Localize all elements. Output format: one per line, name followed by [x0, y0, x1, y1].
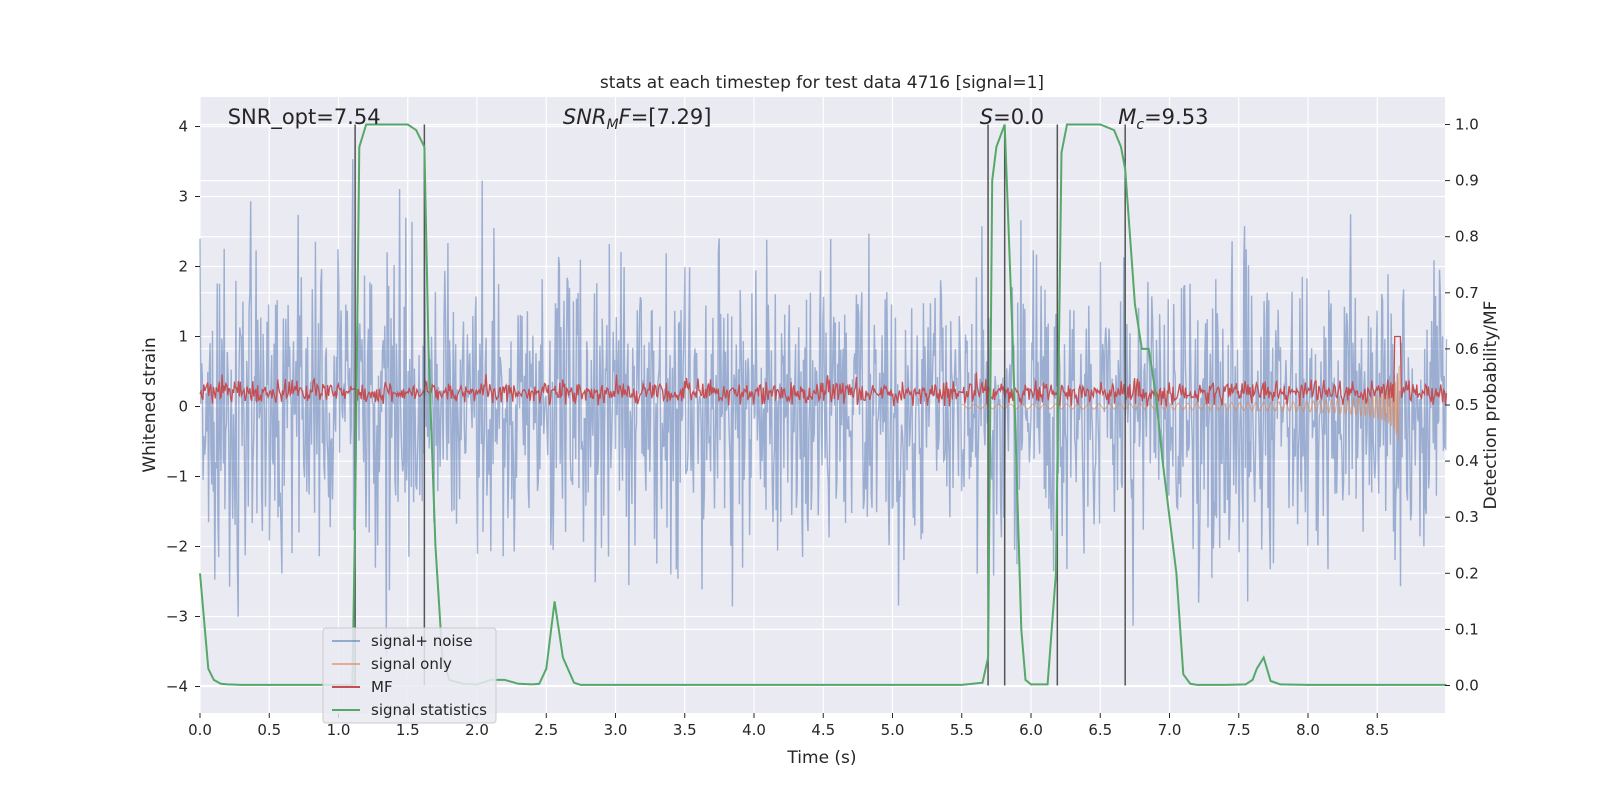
legend-label-signal-statistics: signal statistics [371, 701, 487, 719]
signal-statistics-line [199, 123, 1447, 686]
x-tick-label-2: 1.0 [327, 721, 351, 739]
x-tick-label-11: 5.5 [950, 721, 974, 739]
series-signal-only [961, 365, 1400, 442]
y-tick-label-1: 3 [178, 188, 188, 206]
y-tick-label-5: −1 [166, 468, 188, 486]
y-axis-label: Whitened strain [140, 337, 160, 472]
chart-title: stats at each timestep for test data 471… [600, 73, 1044, 93]
series-signal-plus-noise [199, 159, 1448, 657]
signal-plus-noise-line [199, 159, 1448, 657]
y-right-tick-label-8: 0.2 [1455, 564, 1479, 582]
x-tick-label-3: 1.5 [396, 721, 420, 739]
y-tick-label-3: 1 [178, 328, 188, 346]
series-mf [199, 335, 1448, 407]
x-tick-label-0: 0.0 [188, 721, 212, 739]
x-axis-label: Time (s) [786, 748, 856, 768]
x-tick-label-1: 0.5 [257, 721, 281, 739]
y-tick-label-2: 2 [178, 258, 188, 276]
x-tick-label-16: 8.0 [1296, 721, 1320, 739]
annotation-s-val: S=0.0 [980, 105, 1044, 129]
y-tick-label-7: −3 [166, 608, 188, 626]
y-axis-left-ticks: 4 3 2 1 0 −1 −2 −3 −4 [166, 118, 200, 696]
annotation-snr-opt: SNR_opt=7.54 [228, 105, 381, 130]
y-axis-right-label: Detection probability/MF [1481, 301, 1501, 510]
legend-label-signal-plus-noise: signal+ noise [371, 632, 473, 650]
x-tick-label-14: 7.0 [1158, 721, 1182, 739]
x-tick-label-12: 6.0 [1019, 721, 1043, 739]
x-tick-label-8: 4.0 [742, 721, 766, 739]
y-right-tick-label-3: 0.7 [1455, 284, 1479, 302]
legend-box [322, 627, 497, 724]
annotation-mc-val: Mc=9.53 [1118, 105, 1208, 133]
x-tick-label-6: 3.0 [604, 721, 628, 739]
x-tick-label-10: 5.0 [881, 721, 905, 739]
y-tick-label-6: −2 [166, 538, 188, 556]
legend: signal+ noise signal only MF signal stat… [322, 627, 497, 724]
y-right-tick-label-5: 0.5 [1455, 396, 1479, 414]
y-axis-right-ticks: 1.0 0.9 0.8 0.7 0.6 0.5 0.4 0.3 0.2 0.1 0.0 [1445, 116, 1479, 695]
y-right-tick-label-1: 0.9 [1455, 172, 1479, 190]
x-tick-label-13: 6.5 [1088, 721, 1112, 739]
x-tick-label-5: 2.5 [534, 721, 558, 739]
y-right-tick-label-10: 0.0 [1455, 677, 1479, 695]
y-right-tick-label-6: 0.4 [1455, 452, 1479, 470]
series-signal-statistics [199, 123, 1447, 686]
y-right-tick-label-2: 0.8 [1455, 228, 1479, 246]
mf-line [199, 335, 1448, 407]
annotations: SNR_opt=7.54 SNRMF=[7.29] S=0.0 Mc=9.53 [228, 105, 1209, 133]
legend-label-mf: MF [371, 678, 393, 696]
annotation-snr-mf: SNRMF=[7.29] [563, 105, 712, 133]
x-tick-label-9: 4.5 [811, 721, 835, 739]
y-right-tick-label-7: 0.3 [1455, 508, 1479, 526]
y-tick-label-4: 0 [178, 398, 188, 416]
y-tick-label-8: −4 [166, 678, 188, 696]
y-right-tick-label-4: 0.6 [1455, 340, 1479, 358]
x-axis-ticks: 0.0 0.5 1.0 1.5 2.0 2.5 3.0 3.5 4.0 4.5 5.0 5.5 6.0 6… [188, 713, 1389, 739]
signal-only-line [961, 365, 1400, 442]
x-tick-label-7: 3.5 [673, 721, 697, 739]
y-tick-label-0: 4 [178, 118, 188, 136]
y-right-tick-label-9: 0.1 [1455, 620, 1479, 638]
x-tick-label-4: 2.0 [465, 721, 489, 739]
x-tick-label-15: 7.5 [1227, 721, 1251, 739]
legend-label-signal-only: signal only [371, 655, 452, 673]
x-tick-label-17: 8.5 [1365, 721, 1389, 739]
y-right-tick-label-0: 1.0 [1455, 116, 1479, 134]
